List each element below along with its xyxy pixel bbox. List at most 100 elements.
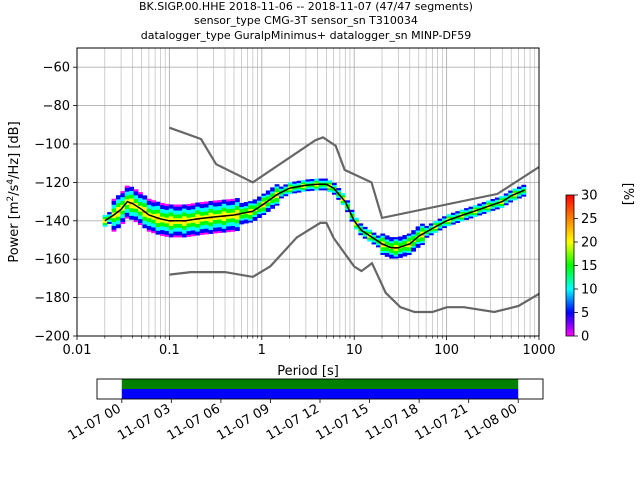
heatmap-cell bbox=[301, 187, 306, 190]
heatmap-cell bbox=[230, 212, 236, 215]
colorbar-tick-label: 30 bbox=[581, 189, 598, 204]
heatmap-cell bbox=[151, 221, 157, 224]
heatmap-cell bbox=[221, 216, 227, 220]
heatmap-cell bbox=[323, 184, 328, 187]
heatmap-cell bbox=[323, 180, 328, 183]
heatmap-cell bbox=[481, 211, 487, 214]
x-tick-label: 1 bbox=[258, 343, 266, 358]
heatmap-cell bbox=[274, 184, 280, 187]
heatmap-cell bbox=[221, 228, 227, 231]
heatmap-cell bbox=[481, 207, 487, 211]
heatmap-cell bbox=[195, 206, 201, 209]
heatmap-cell bbox=[230, 204, 236, 207]
heatmap-cell bbox=[168, 225, 174, 228]
heatmap-cell bbox=[120, 210, 126, 213]
heatmap-cell bbox=[115, 202, 121, 206]
heatmap-cell bbox=[186, 223, 192, 226]
heatmap-cell bbox=[243, 205, 249, 209]
heatmap-cell bbox=[120, 214, 126, 217]
heatmap-cell bbox=[398, 236, 403, 239]
heatmap-cell bbox=[428, 223, 434, 226]
heatmap-cell bbox=[256, 202, 262, 205]
heatmap-cell bbox=[411, 245, 417, 248]
heatmap-cell bbox=[142, 199, 148, 202]
heatmap-cell bbox=[256, 209, 262, 213]
heatmap-cell bbox=[177, 231, 183, 234]
heatmap-cell bbox=[195, 219, 201, 223]
heatmap-cell bbox=[129, 194, 135, 197]
heatmap-cell bbox=[340, 202, 346, 205]
heatmap-cell bbox=[230, 229, 236, 232]
heatmap-cell bbox=[182, 229, 187, 232]
colorbar-tick-label: 10 bbox=[581, 283, 598, 298]
heatmap-cell bbox=[327, 189, 333, 193]
heatmap-cell bbox=[314, 184, 320, 187]
heatmap-cell bbox=[494, 203, 500, 206]
heatmap-cell bbox=[292, 183, 298, 186]
heatmap-cell bbox=[248, 212, 253, 215]
heatmap-cell bbox=[111, 202, 117, 205]
heatmap-cell bbox=[195, 212, 201, 215]
heatmap-cell bbox=[146, 227, 152, 230]
heatmap-cell bbox=[115, 208, 121, 211]
heatmap-cell bbox=[424, 231, 430, 234]
heatmap-cell bbox=[221, 211, 227, 214]
heatmap-cell bbox=[182, 216, 187, 219]
heatmap-cell bbox=[402, 236, 408, 240]
heatmap-cell bbox=[151, 209, 157, 213]
heatmap-cell bbox=[287, 182, 293, 185]
heatmap-cell bbox=[173, 223, 179, 226]
heatmap-cell bbox=[186, 232, 192, 235]
heatmap-cell bbox=[375, 235, 381, 238]
heatmap-cell bbox=[190, 205, 196, 208]
heatmap-cell bbox=[393, 248, 399, 251]
time-tick-label: 11-07 06 bbox=[165, 401, 223, 443]
heatmap-cell bbox=[327, 180, 333, 183]
heatmap-cell bbox=[239, 206, 245, 209]
heatmap-cell bbox=[190, 216, 196, 219]
heatmap-cell bbox=[124, 193, 130, 196]
heatmap-cell bbox=[384, 241, 390, 244]
heatmap-cell bbox=[221, 220, 227, 224]
heatmap-cell bbox=[164, 225, 170, 228]
heatmap-cell bbox=[173, 233, 179, 236]
heatmap-cell bbox=[182, 221, 187, 224]
heatmap-cell bbox=[177, 214, 183, 217]
heatmap-cell bbox=[133, 191, 139, 194]
heatmap-cell bbox=[234, 198, 240, 201]
heatmap-cell bbox=[146, 210, 152, 213]
heatmap-cell bbox=[459, 211, 465, 214]
heatmap-cell bbox=[323, 186, 328, 189]
heatmap-cell bbox=[212, 210, 218, 213]
heatmap-cell bbox=[367, 233, 372, 236]
heatmap-cell bbox=[301, 183, 306, 187]
heatmap-cell bbox=[195, 208, 201, 211]
heatmap-cell bbox=[270, 189, 276, 192]
heatmap-cell bbox=[146, 206, 152, 209]
heatmap-cell bbox=[230, 225, 236, 228]
heatmap-cell bbox=[340, 200, 346, 204]
heatmap-cell bbox=[164, 207, 170, 210]
heatmap-cell bbox=[226, 229, 231, 233]
heatmap-cell bbox=[173, 212, 179, 215]
heatmap-cell bbox=[327, 186, 333, 189]
heatmap-cell bbox=[353, 219, 359, 222]
heatmap-cell bbox=[446, 216, 452, 219]
heatmap-cell bbox=[151, 217, 157, 220]
heatmap-cell bbox=[138, 199, 143, 202]
heatmap-cell bbox=[212, 225, 218, 228]
heatmap-cell bbox=[204, 224, 209, 227]
heatmap-cell bbox=[111, 212, 117, 215]
heatmap-cell bbox=[146, 212, 152, 215]
heatmap-cell bbox=[239, 218, 245, 221]
heatmap-cell bbox=[433, 221, 439, 224]
heatmap-cell bbox=[133, 202, 139, 205]
heatmap-cell bbox=[349, 219, 355, 222]
heatmap-cell bbox=[398, 238, 403, 241]
heatmap-cell bbox=[115, 212, 121, 215]
heatmap-cell bbox=[296, 182, 302, 185]
heatmap-cell bbox=[173, 235, 179, 238]
heatmap-cell bbox=[146, 229, 152, 232]
heatmap-cell bbox=[168, 221, 174, 224]
heatmap-cell bbox=[274, 201, 280, 204]
